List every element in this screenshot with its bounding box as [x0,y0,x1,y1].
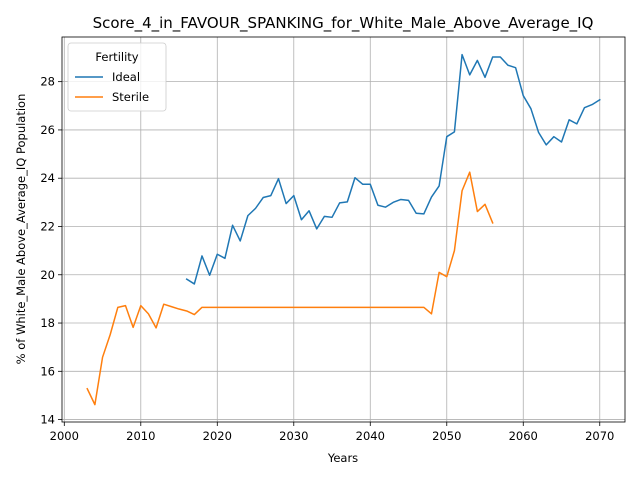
legend-label-sterile: Sterile [112,90,149,104]
x-tick-label: 2040 [356,429,385,443]
grid-lines [62,37,625,422]
x-axis-label: Years [327,451,358,465]
legend-label-ideal: Ideal [112,70,140,84]
y-tick-label: 14 [40,413,55,427]
x-tick-label: 2060 [509,429,538,443]
y-tick-label: 16 [40,364,55,378]
series-line-sterile [86,171,494,406]
x-axis: 2000 2010 2020 2030 2040 2050 2060 2070 [50,422,614,443]
chart-title: Score_4_in_FAVOUR_SPANKING_for_White_Mal… [93,14,594,33]
x-tick-label: 2070 [585,429,614,443]
y-tick-label: 22 [40,219,55,233]
plot-frame [61,36,626,423]
x-tick-label: 2010 [126,429,155,443]
y-axis: 14 16 18 20 22 24 26 28 [40,75,62,427]
series-line-ideal [185,53,601,285]
x-tick-label: 2000 [50,429,79,443]
legend-box [67,42,167,112]
y-tick-label: 18 [40,316,55,330]
x-tick-label: 2030 [279,429,308,443]
y-tick-label: 20 [40,268,55,282]
y-tick-label: 28 [40,75,55,89]
x-tick-label: 2020 [203,429,232,443]
y-tick-label: 24 [40,171,55,185]
legend: Fertility Ideal Sterile [67,42,167,112]
series-lines [86,53,601,406]
y-tick-label: 26 [40,123,55,137]
legend-title: Fertility [95,50,138,64]
y-axis-label: % of White_Male Above_Average_IQ Populat… [14,94,28,365]
x-tick-label: 2050 [432,429,461,443]
